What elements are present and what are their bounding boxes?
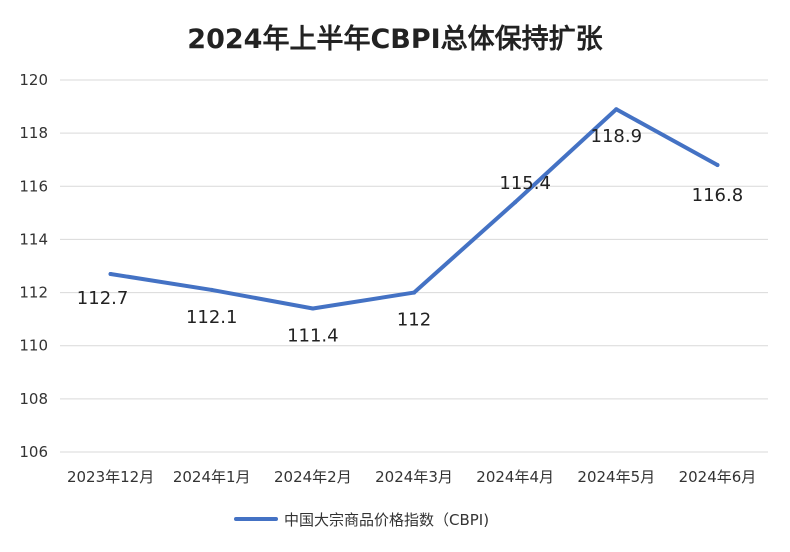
y-tick-label: 118: [19, 124, 48, 142]
data-label: 115.4: [499, 173, 551, 194]
y-axis-ticks: 106 108 110 112 114 116 118 120: [19, 71, 48, 461]
data-point: [715, 163, 720, 168]
y-tick-label: 114: [19, 230, 48, 248]
chart-title: 2024年上半年CBPI总体保持扩张: [187, 23, 603, 55]
x-tick-label: 2023年12月: [67, 468, 154, 486]
y-tick-label: 116: [19, 177, 48, 195]
y-tick-label: 110: [19, 337, 48, 355]
data-label: 116.8: [692, 185, 744, 206]
data-point: [209, 287, 214, 292]
y-tick-label: 108: [19, 390, 48, 408]
data-point: [614, 107, 619, 112]
data-label: 111.4: [287, 326, 339, 347]
x-tick-label: 2024年5月: [577, 468, 655, 486]
x-tick-label: 2024年6月: [679, 468, 757, 486]
data-point: [310, 306, 315, 311]
series-layer: [108, 107, 720, 311]
data-point: [412, 290, 416, 295]
data-point: [513, 200, 518, 205]
x-tick-label: 2024年3月: [375, 468, 453, 486]
y-tick-label: 112: [19, 284, 48, 302]
gridlines: [60, 79, 768, 453]
data-label: 112.1: [186, 307, 238, 328]
data-labels: 112.7 112.1 111.4 112 115.4 118.9 116.8: [77, 126, 743, 346]
x-axis-ticks: 2023年12月 2024年1月 2024年2月 2024年3月 2024年4月 2024…: [67, 468, 756, 486]
x-tick-label: 2024年4月: [476, 468, 554, 486]
data-label: 112.7: [77, 288, 129, 309]
data-label: 118.9: [591, 126, 643, 147]
legend: 中国大宗商品价格指数（CBPI): [234, 511, 489, 529]
x-tick-label: 2024年1月: [173, 468, 251, 486]
data-point: [108, 271, 113, 276]
x-tick-label: 2024年2月: [274, 468, 352, 486]
y-tick-label: 106: [19, 443, 48, 461]
y-tick-label: 120: [19, 71, 48, 89]
data-label: 112: [397, 310, 431, 331]
legend-label: 中国大宗商品价格指数（CBPI): [284, 511, 489, 529]
